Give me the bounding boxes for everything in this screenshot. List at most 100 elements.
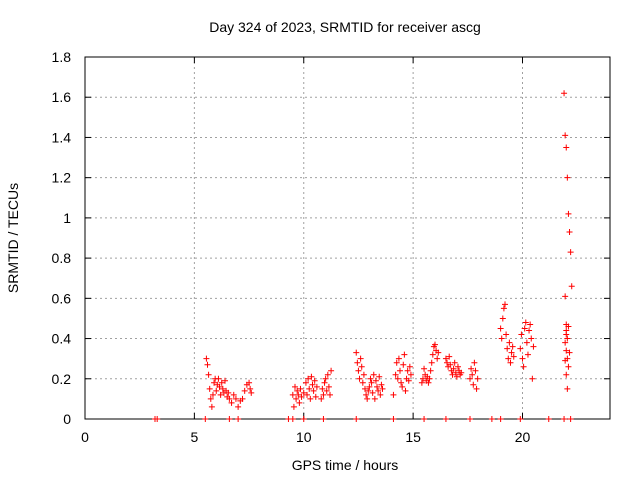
data-point [563,331,570,338]
data-point [300,416,307,422]
data-point [452,369,459,376]
data-point [364,395,371,402]
data-point [239,395,246,402]
data-point [566,349,573,356]
data-point [524,351,531,358]
data-point [213,387,220,394]
data-point [367,375,374,382]
data-point [392,371,399,378]
data-point [304,391,311,398]
data-point [308,373,315,380]
data-point [235,403,242,410]
data-point [442,355,449,362]
data-point [434,355,441,362]
data-point [305,375,312,382]
data-point [365,387,372,394]
data-point [564,335,571,342]
data-point [399,383,406,390]
data-point [203,355,210,362]
data-point [328,367,335,374]
data-point [323,387,330,394]
data-point [503,331,510,338]
data-point [561,90,568,97]
data-point [519,355,526,362]
data-point [241,387,248,394]
data-point [564,385,571,392]
data-point [394,375,401,382]
data-point [363,391,370,398]
data-point [247,385,254,392]
x-tick-label: 15 [405,429,421,445]
data-point [472,367,479,374]
data-point [454,363,461,370]
data-point [359,379,366,386]
data-point [379,385,386,392]
data-point [469,371,476,378]
data-point [426,375,433,382]
x-axis-label: GPS time / hours [292,457,399,473]
data-point [473,385,480,392]
y-tick-label: 0.8 [52,250,72,266]
data-point [218,379,225,386]
y-tick-label: 0.6 [52,290,72,306]
data-point [300,389,307,396]
data-point [362,385,368,392]
data-point [372,377,379,384]
data-point [235,416,242,422]
data-point [449,371,456,378]
data-point [565,210,572,217]
data-point [298,393,305,400]
x-tick-label: 10 [296,429,312,445]
data-point [402,387,409,394]
data-point [377,391,384,398]
y-axis-label: SRMTID / TECUs [5,183,21,293]
data-point [356,375,363,382]
data-point [517,416,524,422]
data-point [427,367,434,374]
data-point [290,403,297,410]
data-point [324,371,331,378]
data-point [520,363,527,370]
data-point [318,395,325,402]
data-point [565,323,572,330]
data-point [405,377,412,384]
data-point [395,355,402,362]
data-point [207,395,214,402]
data-point [211,379,218,386]
data-point [401,351,408,358]
data-point [217,391,224,398]
data-point [470,381,477,388]
data-point [564,355,571,362]
data-point [429,351,436,358]
data-point [230,391,237,398]
data-point [226,416,233,422]
chart-title: Day 324 of 2023, SRMTID for receiver asc… [209,19,481,35]
data-point [450,365,457,372]
data-point [561,416,568,422]
data-point [313,383,320,390]
data-point [442,416,449,422]
data-point [204,361,211,368]
plot-frame [84,56,611,420]
data-point [228,399,235,406]
data-point [562,293,569,300]
data-point [322,375,329,382]
data-point [357,355,364,362]
data-point [246,379,253,386]
data-point [425,379,432,386]
data-point [530,343,537,350]
data-point [518,331,525,338]
data-point [289,391,296,398]
data-point [497,416,504,422]
data-point [497,325,504,332]
y-tick-label: 1.6 [52,89,72,105]
data-points [152,90,575,422]
data-point [355,367,362,374]
data-point [371,395,378,402]
data-point [565,363,572,370]
data-point [446,353,453,360]
data-point [421,416,428,422]
data-point [404,367,411,374]
data-point [307,395,314,402]
data-point [219,385,226,392]
